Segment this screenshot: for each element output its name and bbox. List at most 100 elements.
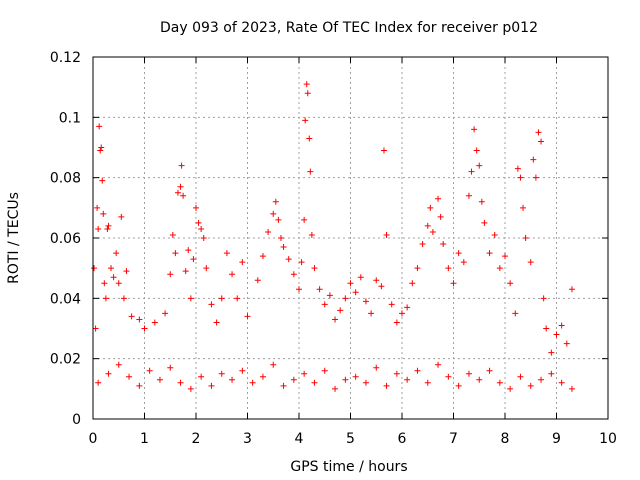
data-point <box>517 373 524 380</box>
data-point <box>558 322 565 329</box>
data-point <box>563 340 570 347</box>
data-point <box>445 373 452 380</box>
data-point <box>548 370 555 377</box>
data-point <box>167 364 174 371</box>
data-point <box>185 247 192 254</box>
x-axis-label: GPS time / hours <box>290 459 407 475</box>
data-point <box>496 379 503 386</box>
data-point <box>113 250 120 257</box>
data-point <box>110 274 117 281</box>
data-point <box>535 129 542 136</box>
data-point <box>306 135 313 142</box>
data-point <box>91 265 98 272</box>
data-point <box>409 280 416 287</box>
x-tick-label: 8 <box>501 431 510 447</box>
y-tick-label: 0.02 <box>50 352 81 368</box>
data-point <box>568 286 575 293</box>
data-point <box>540 295 547 302</box>
data-point <box>187 385 194 392</box>
data-point <box>272 198 279 205</box>
data-point <box>419 241 426 248</box>
data-point <box>558 379 565 386</box>
x-tick-label: 6 <box>398 431 407 447</box>
data-point <box>435 195 442 202</box>
x-tick-label: 5 <box>346 431 355 447</box>
data-point <box>486 367 493 374</box>
data-point <box>465 192 472 199</box>
data-point <box>388 301 395 308</box>
data-point <box>182 268 189 275</box>
data-point <box>342 376 349 383</box>
data-point <box>476 376 483 383</box>
data-point <box>239 259 246 266</box>
data-point <box>450 280 457 287</box>
data-point <box>352 289 359 296</box>
data-point <box>373 364 380 371</box>
data-point <box>249 379 256 386</box>
chart-title: Day 093 of 2023, Rate Of TEC Index for r… <box>160 20 538 36</box>
data-point <box>172 250 179 257</box>
x-tick-label: 3 <box>243 431 252 447</box>
x-tick-label: 1 <box>140 431 149 447</box>
x-tick-label: 4 <box>295 431 304 447</box>
x-tick-label: 0 <box>89 431 98 447</box>
data-point <box>98 144 105 151</box>
data-point <box>128 313 135 320</box>
data-point <box>357 274 364 281</box>
data-point <box>97 147 104 154</box>
data-point <box>118 213 125 220</box>
data-point <box>507 385 514 392</box>
data-point <box>383 231 390 238</box>
data-point <box>303 81 310 88</box>
x-tick-label: 7 <box>449 431 458 447</box>
y-tick-label: 0 <box>72 412 81 428</box>
data-point <box>180 192 187 199</box>
data-point <box>332 316 339 323</box>
data-point <box>380 147 387 154</box>
y-tick-label: 0.06 <box>50 231 81 247</box>
data-point <box>239 367 246 374</box>
data-point <box>362 379 369 386</box>
data-point <box>177 379 184 386</box>
data-point <box>527 259 534 266</box>
data-point <box>481 219 488 226</box>
data-point <box>507 280 514 287</box>
data-point <box>373 277 380 284</box>
data-point <box>404 376 411 383</box>
data-point <box>383 382 390 389</box>
x-tick-label: 10 <box>599 431 617 447</box>
data-point <box>108 265 115 272</box>
data-point <box>213 319 220 326</box>
x-tick-labels: 0 1 2 3 4 5 6 7 8 9 10 <box>89 431 617 447</box>
data-point <box>393 319 400 326</box>
data-point <box>203 265 210 272</box>
data-point <box>115 361 122 368</box>
y-tick-label: 0.08 <box>50 171 81 187</box>
data-point <box>105 370 112 377</box>
data-point <box>156 376 163 383</box>
data-point <box>437 213 444 220</box>
data-point <box>151 319 158 326</box>
data-point <box>229 271 236 278</box>
data-point <box>275 216 282 223</box>
data-point <box>298 259 305 266</box>
data-point <box>427 204 434 211</box>
data-point <box>234 295 241 302</box>
data-point <box>538 376 545 383</box>
data-point <box>285 256 292 263</box>
data-point <box>527 382 534 389</box>
data-point <box>301 216 308 223</box>
data-point <box>174 189 181 196</box>
data-point <box>141 325 148 332</box>
data-point <box>244 313 251 320</box>
data-point <box>326 292 333 299</box>
y-tick-label: 0.04 <box>50 291 81 307</box>
data-point <box>468 168 475 175</box>
data-point <box>347 280 354 287</box>
data-point <box>218 295 225 302</box>
data-point <box>476 162 483 169</box>
data-point <box>302 117 309 124</box>
data-point <box>198 373 205 380</box>
data-point <box>304 90 311 97</box>
